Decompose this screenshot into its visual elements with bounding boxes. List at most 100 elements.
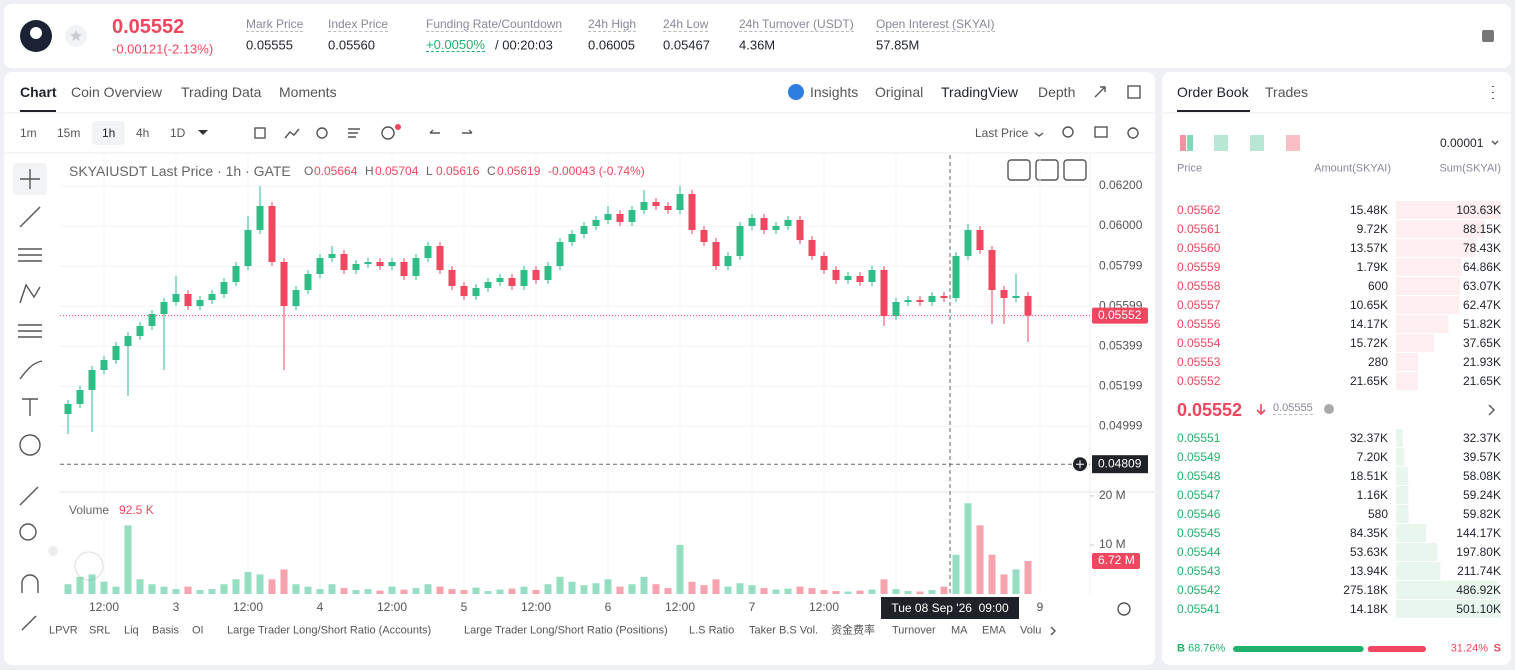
volume-bar [940, 586, 948, 594]
stat-label: 24h Turnover (USDT) [739, 17, 854, 32]
volume-bar [748, 585, 756, 594]
view-tab[interactable]: Insights [810, 84, 859, 100]
book-amount: 18.51K [1349, 469, 1388, 483]
header-icon[interactable] [1482, 30, 1494, 42]
toolbar-icons[interactable] [254, 126, 1139, 140]
view-tab[interactable]: Depth [1038, 84, 1076, 100]
volume-bar [196, 590, 204, 594]
volume-bar [280, 569, 288, 594]
volume-bar [496, 589, 504, 594]
collapse-handle[interactable] [48, 546, 58, 556]
candle-body [136, 326, 144, 336]
indicator[interactable]: Large Trader Long/Short Ratio (Accounts) [227, 624, 432, 637]
volume-bar [928, 590, 936, 594]
indicator[interactable]: MA [951, 624, 968, 637]
interval[interactable]: 1h [102, 126, 116, 140]
volume-bar [412, 588, 420, 594]
book-price: 0.05562 [1177, 203, 1221, 217]
settings-icon[interactable] [1117, 602, 1131, 616]
indicator[interactable]: LPVR [49, 624, 78, 637]
volume-bar [592, 583, 600, 594]
indicator[interactable]: Liq [124, 624, 139, 637]
volume-bar [676, 544, 684, 594]
interval[interactable]: 4h [136, 126, 150, 140]
chevron[interactable] [1488, 404, 1495, 416]
precision[interactable]: 0.00001 [1440, 136, 1484, 150]
volume-bar [472, 587, 480, 594]
book-price: 0.05557 [1177, 298, 1221, 312]
interval[interactable]: 15m [57, 126, 81, 140]
indicator[interactable]: Basis [152, 624, 179, 637]
indicator[interactable]: SRL [89, 624, 111, 637]
volume-bar [1012, 569, 1020, 594]
interval[interactable]: 1D [170, 126, 186, 140]
book-tab[interactable]: Trades [1265, 84, 1309, 100]
price-change: -0.00121(-2.13%) [112, 41, 214, 57]
tab[interactable]: Chart [20, 84, 57, 100]
chart-controls[interactable] [1007, 159, 1087, 181]
indicator[interactable]: 资金费率 [831, 624, 875, 637]
book-price: 0.05547 [1177, 488, 1221, 502]
tab[interactable]: Moments [279, 84, 337, 100]
view-tab[interactable]: Original [875, 84, 924, 100]
book-amount: 14.17K [1349, 317, 1388, 331]
volume-bar [988, 554, 996, 594]
book-price: 0.05543 [1177, 564, 1221, 578]
indicator[interactable]: Turnover [892, 624, 936, 637]
depth-bar [1396, 562, 1441, 580]
price-source[interactable]: Last Price [975, 126, 1029, 140]
volume-bar [868, 589, 876, 594]
volume-bar [952, 554, 960, 594]
candle-body [724, 256, 732, 266]
insights-icon[interactable] [788, 84, 804, 100]
volume-bar [904, 591, 912, 594]
candle-body [124, 336, 132, 346]
book-price: 0.05545 [1177, 526, 1221, 540]
book-amount: 32.37K [1349, 431, 1388, 445]
indicator[interactable]: Taker B.S Vol. [749, 624, 819, 637]
y-tick-label: 0.05399 [1099, 338, 1143, 352]
indicator[interactable]: OI [192, 624, 204, 637]
interval[interactable]: 1m [20, 126, 37, 140]
indicator[interactable]: EMA [982, 624, 1006, 637]
book-price: 0.05542 [1177, 583, 1221, 597]
volume-bar [112, 586, 120, 594]
stat-label: Open Interest (SKYAI) [876, 17, 995, 32]
book-amount: 53.63K [1349, 545, 1388, 559]
volume-bar [700, 585, 708, 594]
book-view-icons[interactable] [1180, 135, 1300, 151]
volume-bar [772, 589, 780, 594]
depth-bar [1396, 524, 1427, 542]
book-tab[interactable]: Order Book [1177, 84, 1249, 100]
candle-body [64, 404, 72, 414]
tab[interactable]: Trading Data [181, 84, 262, 100]
crosshair-price-label: 0.04809 [1098, 456, 1142, 470]
indicator[interactable]: Volu [1020, 624, 1042, 637]
candle-body [364, 262, 372, 264]
book-amount: 14.18K [1349, 602, 1388, 616]
indicator[interactable]: Large Trader Long/Short Ratio (Positions… [464, 624, 668, 637]
expand-icon[interactable] [1094, 86, 1106, 98]
volume-bar [400, 589, 408, 594]
tab[interactable]: Coin Overview [71, 84, 163, 100]
view-tab[interactable]: TradingView [941, 84, 1019, 100]
indicator[interactable]: L.S Ratio [689, 624, 735, 637]
candle-body [148, 314, 156, 326]
volume-bar [508, 588, 516, 594]
candle-body [508, 278, 516, 286]
stat-label: Index Price [328, 17, 389, 32]
x-tick-label: 7 [749, 600, 756, 614]
window-icon[interactable] [1127, 85, 1141, 99]
candle-body [904, 300, 912, 302]
x-tick-label: 12:00 [233, 600, 263, 614]
candle-body [76, 390, 84, 404]
volume-bar [796, 586, 804, 594]
volume-bar [256, 574, 264, 594]
ohlc-value: 0.05664 [314, 164, 358, 178]
dropdown-caret [198, 130, 208, 135]
book-price: 0.05548 [1177, 469, 1221, 483]
x-tick-label: 6 [605, 600, 612, 614]
drawing-tools[interactable] [13, 163, 47, 631]
book-price: 0.05560 [1177, 241, 1221, 255]
